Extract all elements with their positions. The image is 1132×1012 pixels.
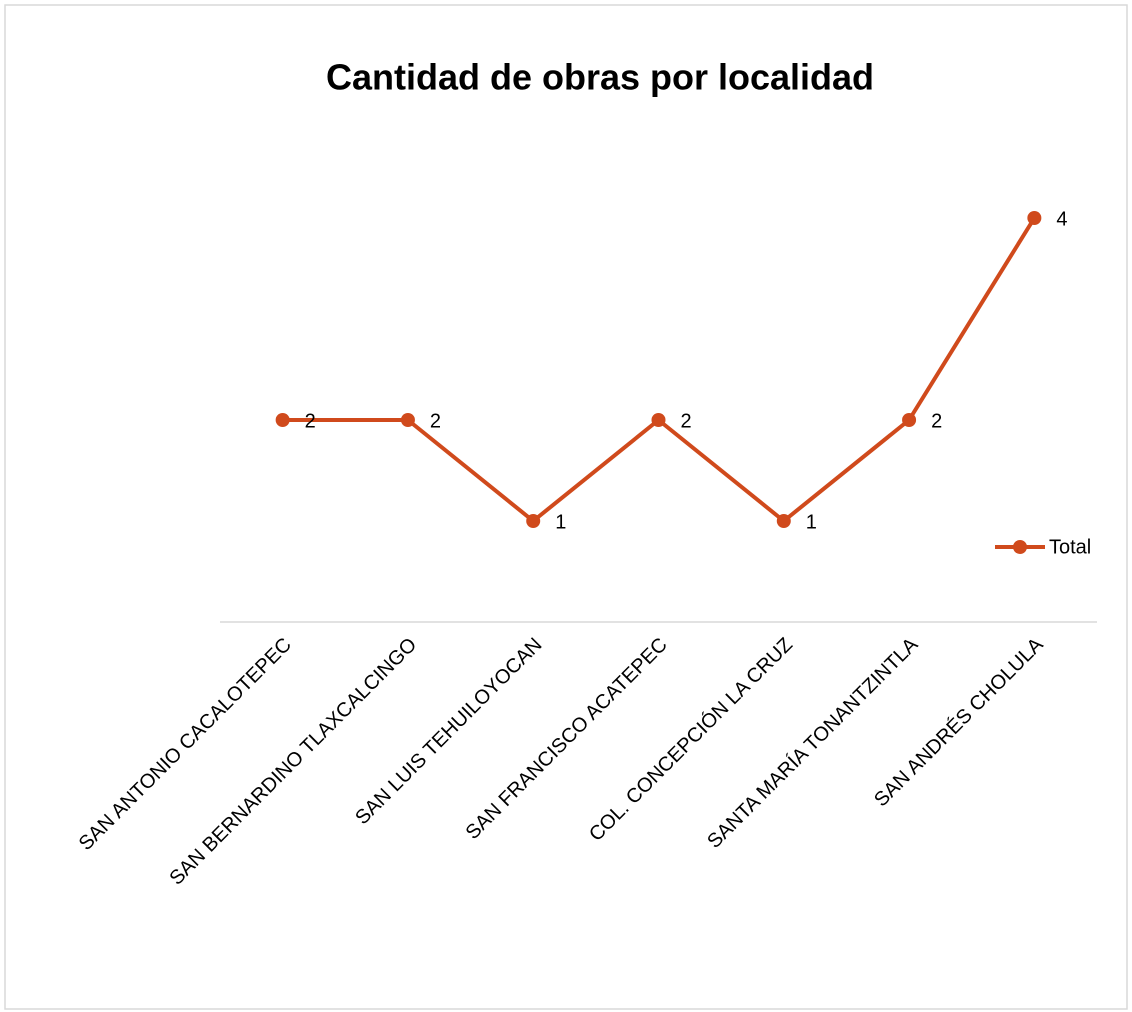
legend-label: Total [1049,536,1091,558]
data-label: 4 [1056,208,1067,230]
marker [776,514,791,528]
data-label: 2 [681,410,692,432]
data-label: 1 [806,511,817,533]
legend-marker [1013,540,1027,554]
marker [651,413,666,427]
marker [400,413,415,427]
marker [1027,211,1042,225]
data-label: 1 [555,511,566,533]
data-label: 2 [305,410,316,432]
chart-border [4,4,1128,1010]
data-label: 2 [931,410,942,432]
marker [275,413,290,427]
marker [902,413,917,427]
chart-title: Cantidad de obras por localidad [326,57,874,98]
data-label: 2 [430,410,441,432]
marker [526,514,541,528]
